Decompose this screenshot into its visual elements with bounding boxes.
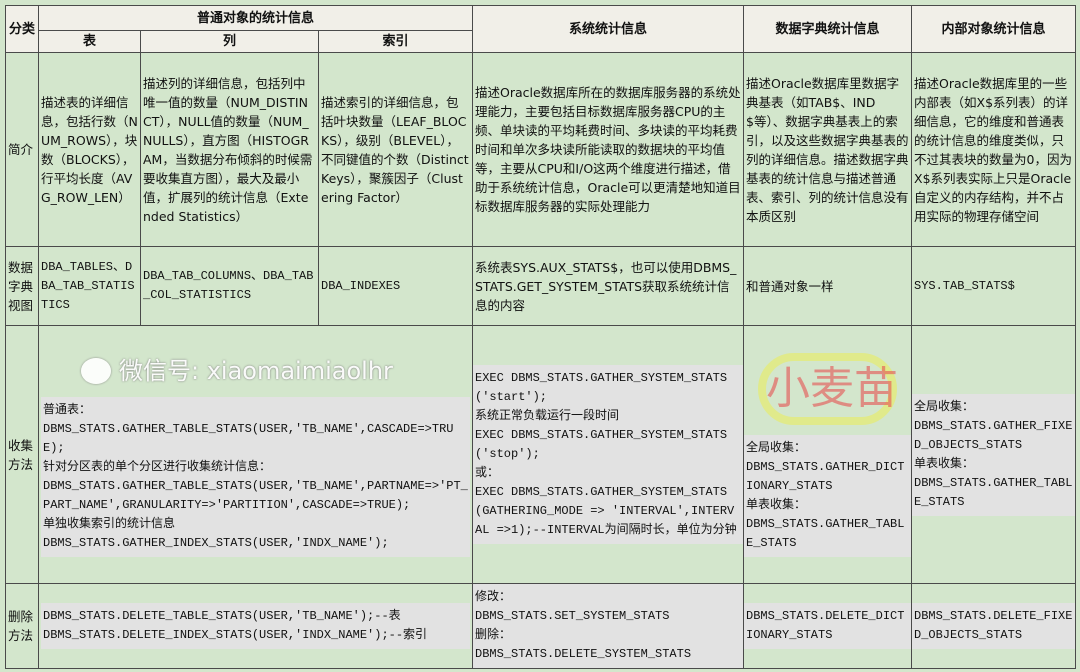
intro-column: 描述列的详细信息，包括列中唯一值的数量（NUM_DISTINCT），NULL值的… xyxy=(140,52,319,247)
row-label-delete: 删除方法 xyxy=(5,583,39,669)
code-line: DBMS_STATS.GATHER_TABLE_STATS(USER,'TB_N… xyxy=(43,478,468,512)
wechat-icon xyxy=(81,357,111,384)
gather-normal-code: 普通表： DBMS_STATS.GATHER_TABLE_STATS(USER,'… xyxy=(41,396,470,557)
header-system: 系统统计信息 xyxy=(472,5,744,53)
views-internal: SYS.TAB_STATS$ xyxy=(911,246,1076,326)
code-line: 普通表： xyxy=(43,402,92,417)
code-line: DBMS_STATS.GATHER_INDEX_STATS(USER,'INDX… xyxy=(43,535,389,550)
row-intro: 简介 描述表的详细信息，包括行数（NUM_ROWS），块数（BLOCKS），行平… xyxy=(5,52,1076,247)
code-line: DBMS_STATS.DELETE_TABLE_STATS(USER,'TB_N… xyxy=(43,609,401,623)
delete-normal-code: DBMS_STATS.DELETE_TABLE_STATS(USER,'TB_N… xyxy=(41,603,470,649)
intro-dictionary: 描述Oracle数据库里数据字典基表（如TAB$、IND$等）、数据字典基表上的… xyxy=(743,52,912,247)
code-line: 修改： xyxy=(475,590,512,604)
intro-table: 描述表的详细信息，包括行数（NUM_ROWS），块数（BLOCKS），行平均长度… xyxy=(38,52,141,247)
row-label-gather: 收集方法 xyxy=(5,325,39,584)
header-category: 分类 xyxy=(5,5,39,53)
header-index: 索引 xyxy=(318,30,473,53)
delete-dictionary-code: DBMS_STATS.DELETE_DICTIONARY_STATS xyxy=(744,603,911,649)
intro-index: 描述索引的详细信息，包括叶块数量（LEAF_BLOCKS），级别（BLEVEL）… xyxy=(318,52,473,247)
header-column: 列 xyxy=(140,30,319,53)
views-system: 系统表SYS.AUX_STATS$，也可以使用DBMS_STATS.GET_SY… xyxy=(472,246,744,326)
row-delete: 删除方法 DBMS_STATS.DELETE_TABLE_STATS(USER,… xyxy=(5,583,1076,669)
row-gather: 收集方法 微信号: xiaomaimiaolhr 普通表： DBMS_STATS.… xyxy=(5,325,1076,584)
statistics-comparison-table: 分类 普通对象的统计信息 系统统计信息 数据字典统计信息 内部对象统计信息 表 … xyxy=(5,5,1076,669)
watermark-wechat-block: 微信号: xiaomaimiaolhr xyxy=(81,353,470,389)
row-label-intro: 简介 xyxy=(5,52,39,247)
code-line: 单表收集： xyxy=(914,456,975,471)
header-normal-objects: 普通对象的统计信息 xyxy=(38,5,473,31)
intro-internal: 描述Oracle数据库里的一些内部表（如X$系列表）的详细信息，它的维度和普通表… xyxy=(911,52,1076,247)
gather-dictionary: 小麦苗 全局收集： DBMS_STATS.GATHER_DICTIONARY_ST… xyxy=(743,325,912,584)
views-dictionary: 和普通对象一样 xyxy=(743,246,912,326)
delete-system: 修改： DBMS_STATS.SET_SYSTEM_STATS 删除： DBMS_ST… xyxy=(472,583,744,669)
header-table: 表 xyxy=(38,30,141,53)
code-line: 全局收集： xyxy=(746,440,807,455)
delete-internal: DBMS_STATS.DELETE_FIXED_OBJECTS_STATS xyxy=(911,583,1076,669)
delete-dictionary: DBMS_STATS.DELETE_DICTIONARY_STATS xyxy=(743,583,912,669)
code-line: 单独收集索引的统计信息 xyxy=(43,516,176,531)
gather-internal-code: 全局收集： DBMS_STATS.GATHER_FIXED_OBJECTS_STA… xyxy=(912,393,1075,516)
delete-normal: DBMS_STATS.DELETE_TABLE_STATS(USER,'TB_N… xyxy=(38,583,473,669)
views-table: DBA_TABLES、DBA_TAB_STATISTICS xyxy=(38,246,141,326)
gather-dictionary-code: 全局收集： DBMS_STATS.GATHER_DICTIONARY_STATS 单… xyxy=(744,434,911,557)
code-line: DBMS_STATS.GATHER_FIXED_OBJECTS_STATS xyxy=(914,418,1073,452)
watermark-logo-text: 小麦苗 xyxy=(758,352,898,425)
gather-system: EXEC DBMS_STATS.GATHER_SYSTEM_STATS('sta… xyxy=(472,325,744,584)
gather-normal: 微信号: xiaomaimiaolhr 普通表： DBMS_STATS.GATHE… xyxy=(38,325,473,584)
code-line: EXEC DBMS_STATS.GATHER_SYSTEM_STATS(GATH… xyxy=(475,485,737,537)
code-line: DBMS_STATS.GATHER_DICTIONARY_STATS xyxy=(746,459,905,493)
code-line: EXEC DBMS_STATS.GATHER_SYSTEM_STATS('sta… xyxy=(475,371,728,404)
gather-internal: 全局收集： DBMS_STATS.GATHER_FIXED_OBJECTS_STA… xyxy=(911,325,1076,584)
code-line: 单表收集： xyxy=(746,497,807,512)
views-index: DBA_INDEXES xyxy=(318,246,473,326)
code-line: DBMS_STATS.GATHER_TABLE_STATS xyxy=(914,475,1073,509)
code-line: 或： xyxy=(475,466,500,480)
delete-internal-code: DBMS_STATS.DELETE_FIXED_OBJECTS_STATS xyxy=(912,603,1075,649)
code-line: 系统正常负载运行一段时间 xyxy=(475,409,620,423)
row-label-views: 数据字典视图 xyxy=(5,246,39,326)
views-column: DBA_TAB_COLUMNS、DBA_TAB_COL_STATISTICS xyxy=(140,246,319,326)
row-views: 数据字典视图 DBA_TABLES、DBA_TAB_STATISTICS DBA… xyxy=(5,246,1076,326)
code-line: DBMS_STATS.SET_SYSTEM_STATS xyxy=(475,609,670,623)
code-line: DBMS_STATS.DELETE_INDEX_STATS(USER,'INDX… xyxy=(43,628,428,642)
header-dictionary: 数据字典统计信息 xyxy=(743,5,912,53)
code-line: DBMS_STATS.GATHER_TABLE_STATS(USER,'TB_N… xyxy=(43,421,454,455)
code-line: 全局收集： xyxy=(914,399,975,414)
watermark-wechat: 微信号: xiaomaimiaolhr xyxy=(119,356,393,385)
code-line: DBMS_STATS.DELETE_SYSTEM_STATS xyxy=(475,647,692,661)
code-line: 删除： xyxy=(475,628,512,642)
code-line: EXEC DBMS_STATS.GATHER_SYSTEM_STATS('sto… xyxy=(475,428,728,461)
code-line: 针对分区表的单个分区进行收集统计信息： xyxy=(43,459,272,474)
gather-system-code: EXEC DBMS_STATS.GATHER_SYSTEM_STATS('sta… xyxy=(473,365,743,544)
code-line: DBMS_STATS.GATHER_TABLE_STATS xyxy=(746,516,905,550)
delete-system-code: 修改： DBMS_STATS.SET_SYSTEM_STATS 删除： DBMS_ST… xyxy=(473,584,743,668)
intro-system: 描述Oracle数据库所在的数据库服务器的系统处理能力，主要包括目标数据库服务器… xyxy=(472,52,744,247)
header-internal: 内部对象统计信息 xyxy=(911,5,1076,53)
